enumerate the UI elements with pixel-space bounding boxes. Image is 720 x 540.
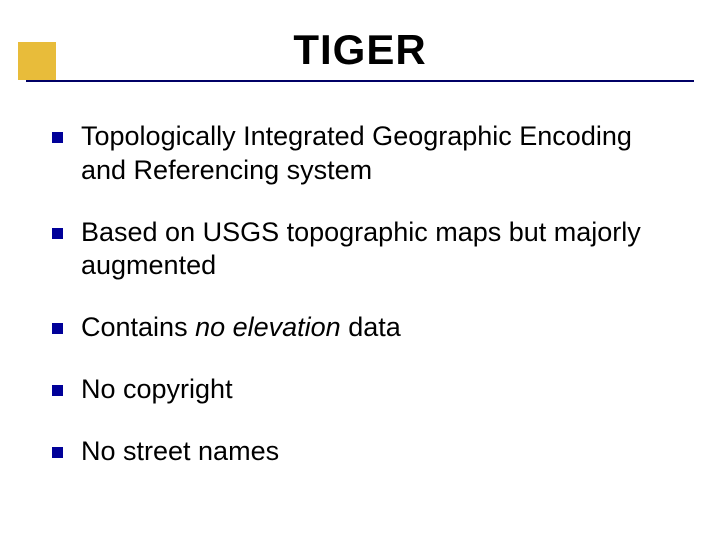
bullet-text-before: Contains: [81, 312, 195, 342]
bullet-text: Based on USGS topographic maps but major…: [81, 216, 680, 284]
bullet-text: Topologically Integrated Geographic Enco…: [81, 120, 680, 188]
bullet-text: No copyright: [81, 373, 680, 407]
square-bullet-icon: [52, 228, 63, 239]
bullet-item: Contains no elevation data: [52, 311, 680, 345]
bullet-text: No street names: [81, 435, 680, 469]
bullet-text: Contains no elevation data: [81, 311, 680, 345]
square-bullet-icon: [52, 323, 63, 334]
square-bullet-icon: [52, 132, 63, 143]
slide-title: TIGER: [0, 26, 720, 74]
slide-header: TIGER: [0, 0, 720, 100]
square-bullet-icon: [52, 385, 63, 396]
bullet-text-after: data: [341, 312, 401, 342]
square-bullet-icon: [52, 447, 63, 458]
bullet-item: Topologically Integrated Geographic Enco…: [52, 120, 680, 188]
bullet-text-italic: no elevation: [195, 312, 341, 342]
slide-body: Topologically Integrated Geographic Enco…: [52, 120, 680, 496]
bullet-item: No street names: [52, 435, 680, 469]
bullet-item: No copyright: [52, 373, 680, 407]
bullet-item: Based on USGS topographic maps but major…: [52, 216, 680, 284]
header-rule: [26, 80, 694, 82]
slide: TIGER Topologically Integrated Geographi…: [0, 0, 720, 540]
